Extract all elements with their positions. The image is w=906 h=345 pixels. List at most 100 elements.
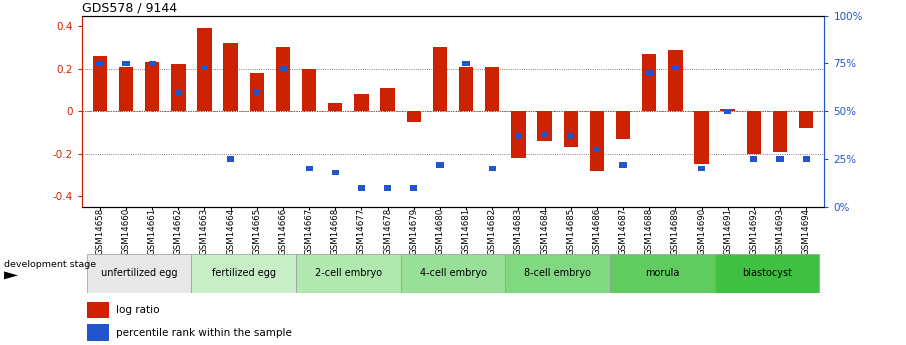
Bar	[642, 54, 656, 111]
Text: GSM14685: GSM14685	[566, 208, 575, 255]
Bar	[358, 185, 365, 190]
Bar	[410, 185, 418, 190]
Text: GSM14665: GSM14665	[252, 208, 261, 255]
Bar	[328, 103, 342, 111]
Text: GSM14687: GSM14687	[619, 208, 628, 255]
Bar	[384, 185, 391, 190]
Text: GSM14662: GSM14662	[174, 208, 183, 255]
Bar	[537, 111, 552, 141]
Bar	[191, 254, 296, 293]
Bar	[87, 302, 109, 318]
Bar	[541, 131, 548, 137]
Bar	[96, 61, 103, 66]
Bar	[620, 162, 627, 168]
Bar	[750, 157, 757, 162]
Bar	[616, 111, 631, 139]
Bar	[87, 254, 191, 293]
Bar	[803, 157, 810, 162]
Bar	[668, 50, 682, 111]
Text: GSM14683: GSM14683	[514, 208, 523, 255]
Text: unfertilized egg: unfertilized egg	[101, 268, 178, 278]
Text: GSM14691: GSM14691	[723, 208, 732, 255]
Bar	[296, 254, 400, 293]
Bar	[485, 67, 499, 111]
Text: GSM14693: GSM14693	[776, 208, 785, 255]
Bar	[227, 157, 235, 162]
Bar	[171, 65, 186, 111]
Text: GSM14692: GSM14692	[749, 208, 758, 255]
Bar	[354, 94, 369, 111]
Bar	[92, 56, 107, 111]
Bar	[198, 28, 212, 111]
Bar	[145, 62, 159, 111]
Bar	[381, 88, 395, 111]
Bar	[458, 67, 473, 111]
Text: GSM14661: GSM14661	[148, 208, 157, 255]
Text: 4-cell embryo: 4-cell embryo	[419, 268, 487, 278]
Bar	[149, 61, 156, 66]
Bar	[201, 65, 208, 70]
Text: GSM14666: GSM14666	[278, 208, 287, 255]
Bar	[747, 111, 761, 154]
Text: log ratio: log ratio	[116, 305, 160, 315]
Text: 2-cell embryo: 2-cell embryo	[314, 268, 382, 278]
Bar	[799, 111, 814, 128]
Bar	[506, 254, 610, 293]
Text: GSM14684: GSM14684	[540, 208, 549, 255]
Bar	[567, 134, 574, 139]
Bar	[646, 70, 653, 76]
Text: GSM14689: GSM14689	[670, 208, 680, 255]
Bar	[224, 43, 238, 111]
Text: GSM14667: GSM14667	[304, 208, 313, 255]
Bar	[302, 69, 316, 111]
Text: GSM14663: GSM14663	[200, 208, 209, 255]
Text: GSM14660: GSM14660	[121, 208, 130, 255]
Bar	[724, 109, 731, 114]
Polygon shape	[4, 272, 18, 279]
Bar	[253, 89, 260, 95]
Bar	[275, 47, 290, 111]
Bar	[590, 111, 604, 171]
Bar	[305, 166, 313, 171]
Text: blastocyst: blastocyst	[742, 268, 792, 278]
Text: GSM14658: GSM14658	[95, 208, 104, 255]
Text: GSM14678: GSM14678	[383, 208, 392, 255]
Text: GSM14682: GSM14682	[487, 208, 496, 255]
Text: GSM14664: GSM14664	[226, 208, 236, 255]
Bar	[407, 111, 421, 122]
Bar	[462, 61, 469, 66]
Bar	[715, 254, 819, 293]
Bar	[122, 61, 130, 66]
Bar	[400, 254, 506, 293]
Bar	[87, 324, 109, 341]
Bar	[332, 170, 339, 175]
Bar	[610, 254, 715, 293]
Text: GSM14690: GSM14690	[697, 208, 706, 255]
Bar	[511, 111, 525, 158]
Bar	[250, 73, 264, 111]
Text: fertilized egg: fertilized egg	[212, 268, 275, 278]
Bar	[720, 109, 735, 111]
Bar	[776, 157, 784, 162]
Bar	[175, 89, 182, 95]
Bar	[433, 47, 448, 111]
Text: GSM14668: GSM14668	[331, 208, 340, 255]
Bar	[488, 166, 496, 171]
Text: development stage: development stage	[4, 260, 96, 269]
Text: morula: morula	[645, 268, 680, 278]
Bar	[515, 134, 522, 139]
Bar	[437, 162, 444, 168]
Text: GSM14677: GSM14677	[357, 208, 366, 255]
Text: GSM14680: GSM14680	[436, 208, 445, 255]
Text: GSM14686: GSM14686	[593, 208, 602, 255]
Text: 8-cell embryo: 8-cell embryo	[525, 268, 591, 278]
Text: GDS578 / 9144: GDS578 / 9144	[82, 1, 177, 14]
Text: GSM14679: GSM14679	[410, 208, 419, 255]
Bar	[694, 111, 708, 165]
Bar	[773, 111, 787, 152]
Text: percentile rank within the sample: percentile rank within the sample	[116, 328, 293, 338]
Text: GSM14694: GSM14694	[802, 208, 811, 255]
Bar	[119, 67, 133, 111]
Bar	[671, 65, 679, 70]
Text: GSM14681: GSM14681	[461, 208, 470, 255]
